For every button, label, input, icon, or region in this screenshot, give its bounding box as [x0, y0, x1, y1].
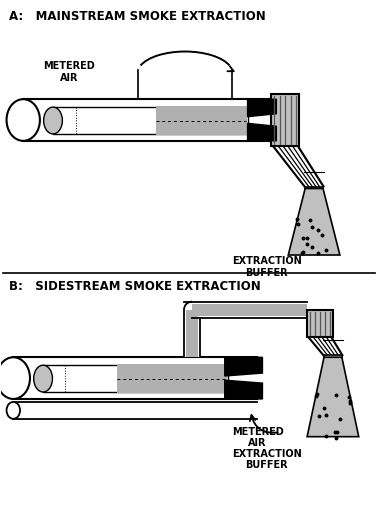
- Bar: [186, 309, 198, 357]
- Polygon shape: [248, 123, 276, 141]
- Bar: [307, 309, 333, 337]
- Bar: [23, 99, 271, 141]
- Text: B:   SIDESTREAM SMOKE EXTRACTION: B: SIDESTREAM SMOKE EXTRACTION: [9, 280, 261, 293]
- Ellipse shape: [6, 99, 40, 141]
- Bar: [13, 357, 257, 399]
- Text: EXTRACTION
BUFFER: EXTRACTION BUFFER: [232, 256, 301, 278]
- Bar: [271, 94, 299, 146]
- Bar: [192, 304, 307, 316]
- Text: METERED
AIR: METERED AIR: [232, 427, 284, 448]
- Text: METERED
AIR: METERED AIR: [43, 62, 95, 83]
- Polygon shape: [288, 189, 340, 255]
- Bar: [43, 365, 228, 392]
- Text: EXTRACTION
BUFFER: EXTRACTION BUFFER: [232, 449, 301, 470]
- Polygon shape: [225, 380, 262, 399]
- Bar: [13, 402, 257, 419]
- Polygon shape: [225, 357, 262, 376]
- Bar: [156, 106, 246, 135]
- Bar: [305, 187, 323, 198]
- Bar: [184, 318, 200, 357]
- Bar: [184, 302, 307, 318]
- Bar: [53, 107, 248, 134]
- Text: A:   MAINSTREAM SMOKE EXTRACTION: A: MAINSTREAM SMOKE EXTRACTION: [9, 10, 266, 23]
- Ellipse shape: [34, 365, 53, 392]
- Ellipse shape: [6, 402, 20, 419]
- Polygon shape: [248, 99, 276, 117]
- Ellipse shape: [0, 357, 30, 399]
- Bar: [324, 355, 342, 367]
- Ellipse shape: [43, 107, 62, 134]
- Bar: [117, 364, 227, 393]
- Polygon shape: [307, 357, 359, 437]
